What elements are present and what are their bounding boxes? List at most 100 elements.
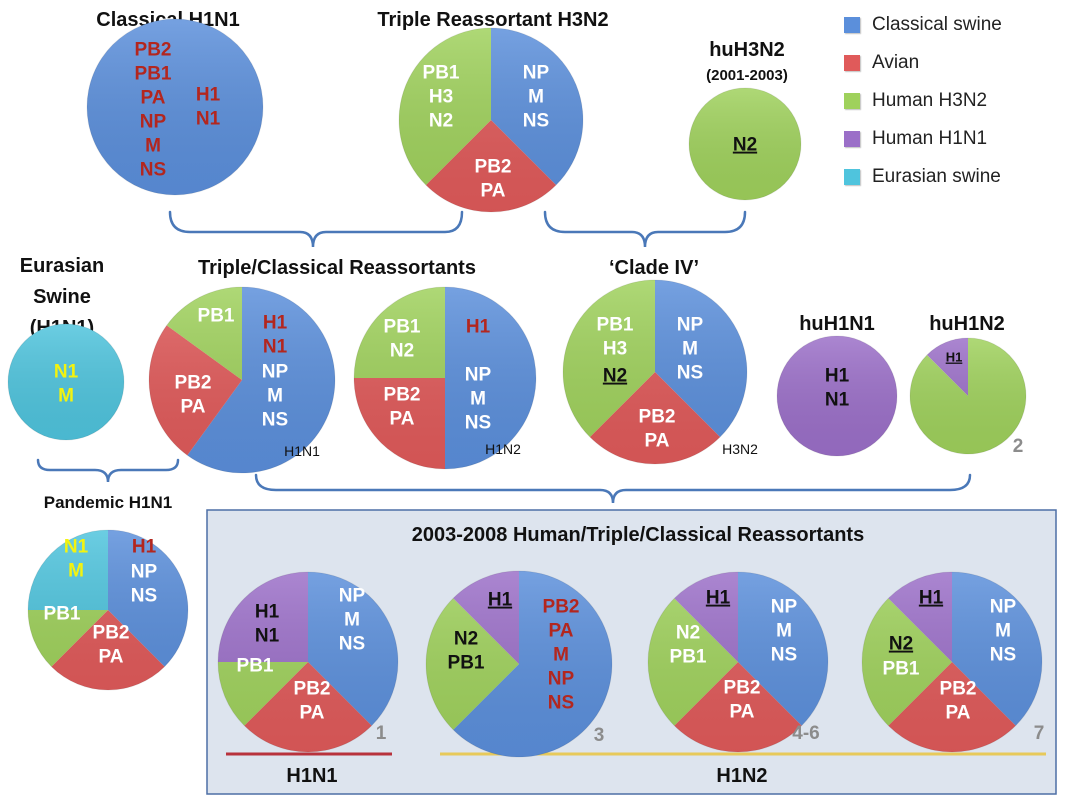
segment-label-line: NS (990, 645, 1016, 666)
segment-label-line: N2 (889, 634, 913, 655)
triple-h3n2-title: Triple Reassortant H3N2 (377, 9, 608, 31)
legend-label: Eurasian swine (872, 166, 1001, 187)
segment-label-line: PA (946, 703, 971, 724)
segment-label: PB2 PA (93, 623, 130, 668)
segment-label-line: PB2 (384, 385, 421, 406)
segment-label-line: N1 (54, 362, 79, 383)
segment-label-line: PB1 (597, 315, 634, 336)
pie-pandemic-h1n1: H1 NP NS N1 M PB1 PB2 PA (27, 529, 189, 691)
legend-label: Human H1N1 (872, 128, 988, 149)
segment-label-line: PB2 (940, 679, 977, 700)
segment-label: PB2 PA (639, 407, 676, 452)
segment-label-line: PB2 (475, 157, 512, 178)
segment-label-line: M (995, 621, 1011, 642)
segment-label: NP M NS (523, 63, 550, 132)
segment-label: PB1 N2 (384, 317, 421, 362)
legend-swatch (844, 17, 860, 33)
segment-label-line: H1 (946, 350, 963, 365)
segment-label: NP M NS (339, 586, 366, 655)
segment-label-line: PB1 (384, 317, 421, 338)
segment-label-line: PB2 (135, 40, 172, 61)
segment-label: N2 (733, 135, 757, 156)
segment-label: H1 (919, 588, 944, 609)
legend-label: Classical swine (872, 14, 1002, 35)
pie-subtype-caption: H1N1 (284, 443, 320, 459)
pie-huh1n2: H1 2 (909, 337, 1027, 457)
segment-label: NP M NS (990, 597, 1017, 666)
segment-label-line: H1 (919, 588, 944, 609)
segment-label: NP M NS (262, 362, 289, 431)
segment-label-line: N1 (825, 390, 850, 411)
segment-label-line: PA (300, 703, 325, 724)
segment-label: H1 (466, 317, 491, 338)
segment-label-line: NS (548, 693, 574, 714)
segment-label-line: NP (465, 365, 492, 386)
segment-label-line: N1 (255, 626, 280, 647)
segment-label: PB2 PA (724, 678, 761, 723)
segment-label: PB1 (44, 604, 81, 625)
segment-label-line: N2 (429, 111, 453, 132)
bracket-classical-triple (168, 210, 464, 248)
segment-label-line: N2 (454, 629, 478, 650)
huh1n1-title: huH1N1 (799, 313, 875, 335)
segment-label-line: H1 (196, 85, 221, 106)
eurasian-title-line1: Eurasian (20, 255, 104, 277)
segment-label: PB2 PB1 PA NP M NS (135, 40, 172, 181)
pie-shading (353, 286, 537, 470)
pie-shading (148, 286, 336, 474)
pie-subtype-caption: H3N2 (722, 441, 758, 457)
pie-huh3n2: N2 (688, 87, 802, 201)
segment-label: PB2 PA (175, 373, 212, 418)
legend-swatch (844, 93, 860, 109)
segment-label: PB2 PA M NP NS (543, 597, 580, 714)
segment-label-line: M (267, 386, 283, 407)
segment-label-line: PB1 (423, 63, 460, 84)
pie-shading (776, 335, 898, 457)
segment-label-line: PB1 (883, 659, 920, 680)
segment-label-line: N2 (390, 341, 414, 362)
segment-label-line: NP (339, 586, 366, 607)
pie-shading (861, 571, 1043, 753)
segment-label-line: PB2 (175, 373, 212, 394)
legend: Classical swine Avian Human H3N2 Human H… (838, 6, 1068, 196)
panel-title: 2003-2008 Human/Triple/Classical Reassor… (412, 524, 864, 546)
legend-item-classical-swine: Classical swine (838, 6, 1068, 44)
segment-label-line: H1 (488, 590, 513, 611)
segment-label-line: M (553, 645, 569, 666)
segment-label-line: PB2 (93, 623, 130, 644)
pie-shading (217, 571, 399, 753)
segment-label: NP M NS (677, 315, 704, 384)
pie-huh1n1: H1 N1 (776, 335, 898, 457)
segment-label: PB1 (237, 656, 274, 677)
pie-cluster-number: 1 (376, 723, 387, 744)
segment-label-line: PA (645, 431, 670, 452)
segment-label-line: NP (262, 362, 289, 383)
segment-label-line: H1 (825, 366, 850, 387)
segment-label-line: PB1 (198, 306, 235, 327)
segment-label: PB2 PA (475, 157, 512, 202)
segment-label: H1 N1 (825, 366, 850, 411)
segment-label: PB2 PA (940, 679, 977, 724)
segment-label: N2 PB1 (448, 629, 485, 674)
segment-label: H1 (946, 350, 963, 365)
triple-classical-title: Triple/Classical Reassortants (198, 257, 476, 279)
lineage-brackets (36, 210, 972, 504)
segment-label-line: NP (677, 315, 704, 336)
segment-label-line: PA (141, 88, 166, 109)
segment-label-line: M (776, 621, 792, 642)
segment-label: H1 N1 (263, 313, 288, 358)
segment-label-line: NP (131, 562, 158, 583)
legend-item-human-h1n1: Human H1N1 (838, 120, 1068, 158)
segment-label-line: N2 (676, 623, 700, 644)
segment-label-line: PB2 (724, 678, 761, 699)
segment-label-line: PB2 (639, 407, 676, 428)
segment-label-line: PA (549, 621, 574, 642)
pie-cluster-number: 4-6 (792, 723, 819, 744)
pie-triple-h3n2: NP M NS PB1 H3 N2 PB2 PA (398, 27, 584, 213)
segment-label-line: M (528, 87, 544, 108)
segment-label-line: NS (131, 586, 157, 607)
pie-recent-7: H1 NP M NS N2 PB1 PB2 PA 7 (861, 571, 1044, 753)
segment-label: NP M NS (465, 365, 492, 434)
